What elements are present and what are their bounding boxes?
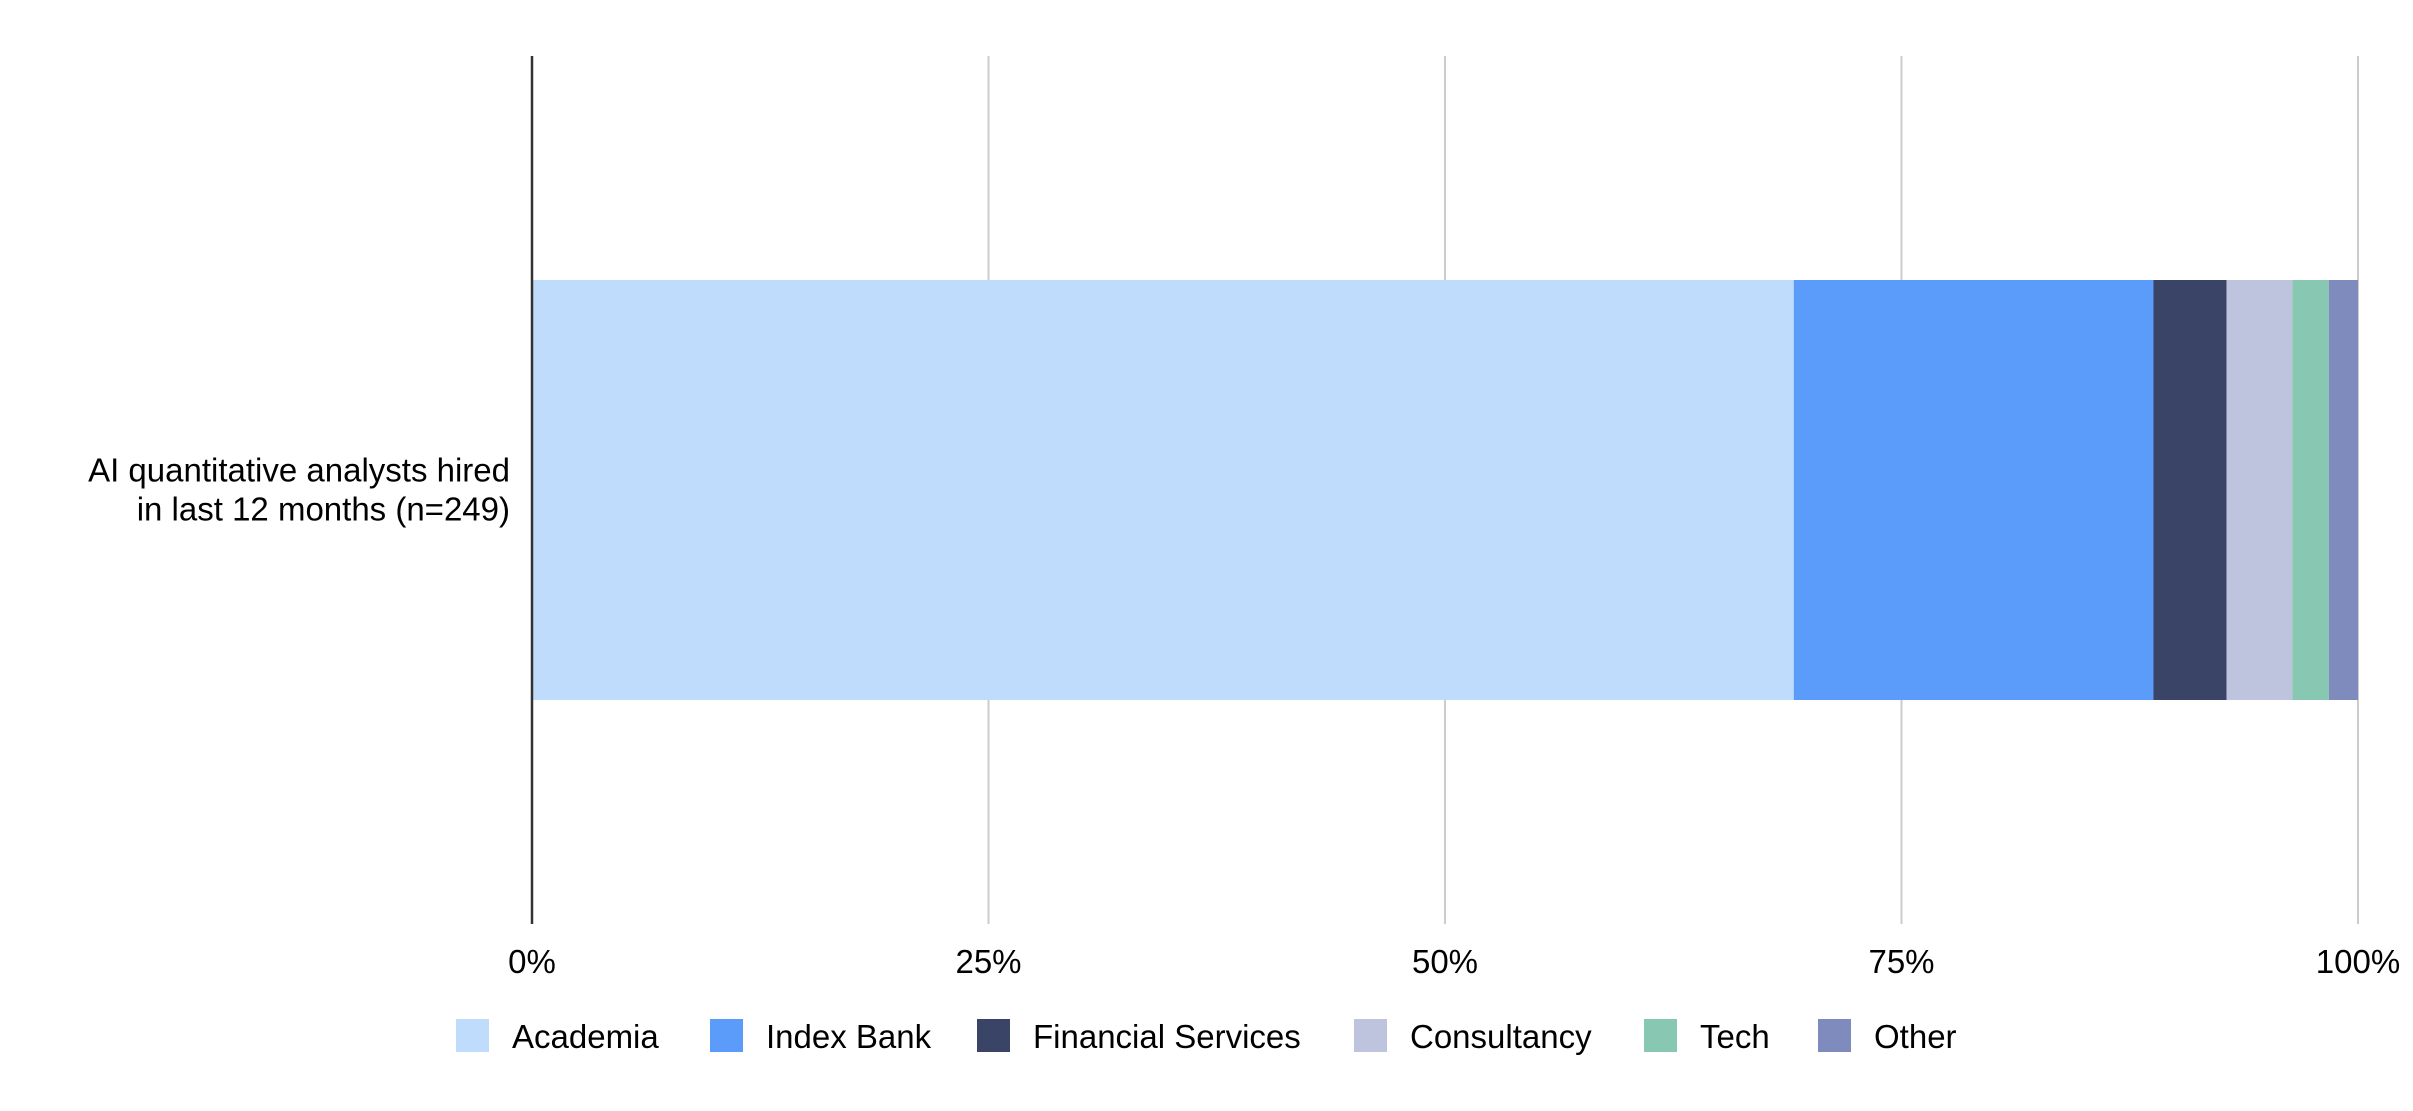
legend-label: Other xyxy=(1874,1018,1957,1055)
legend-item: Financial Services xyxy=(977,1018,1301,1055)
legend-swatch xyxy=(977,1019,1010,1052)
legend-swatch xyxy=(1354,1019,1387,1052)
x-tick-label: 25% xyxy=(955,943,1021,980)
legend-swatch xyxy=(456,1019,489,1052)
bar-segment-financial-services xyxy=(2153,280,2227,700)
legend-item: Other xyxy=(1818,1018,1957,1055)
legend-swatch xyxy=(1818,1019,1851,1052)
bar-segment-other xyxy=(2328,280,2358,700)
category-label: AI quantitative analysts hired xyxy=(88,452,510,489)
bar-segment-index-bank xyxy=(1793,280,2154,700)
legend: Academia Index Bank Financial Services Cons… xyxy=(456,1018,1957,1055)
legend-label: Financial Services xyxy=(1033,1018,1301,1055)
legend-swatch xyxy=(710,1019,743,1052)
bar-segment-tech xyxy=(2292,280,2329,700)
legend-label: Consultancy xyxy=(1410,1018,1592,1055)
legend-item: Tech xyxy=(1644,1018,1770,1055)
x-tick-label: 50% xyxy=(1412,943,1478,980)
x-tick-labels: 0% 25% 50% 75% 100% xyxy=(508,943,2400,980)
legend-swatch xyxy=(1644,1019,1677,1052)
x-tick-label: 100% xyxy=(2316,943,2400,980)
legend-label: Academia xyxy=(512,1018,659,1055)
bar-segment-academia xyxy=(532,280,1794,700)
legend-item: Index Bank xyxy=(710,1018,932,1055)
legend-label: Tech xyxy=(1700,1018,1770,1055)
x-tick-label: 0% xyxy=(508,943,556,980)
legend-item: Consultancy xyxy=(1354,1018,1592,1055)
legend-label: Index Bank xyxy=(766,1018,932,1055)
legend-item: Academia xyxy=(456,1018,659,1055)
x-tick-label: 75% xyxy=(1868,943,1934,980)
category-label: in last 12 months (n=249) xyxy=(137,491,510,528)
bar-segments xyxy=(532,280,2358,700)
bar-segment-consultancy xyxy=(2226,280,2293,700)
